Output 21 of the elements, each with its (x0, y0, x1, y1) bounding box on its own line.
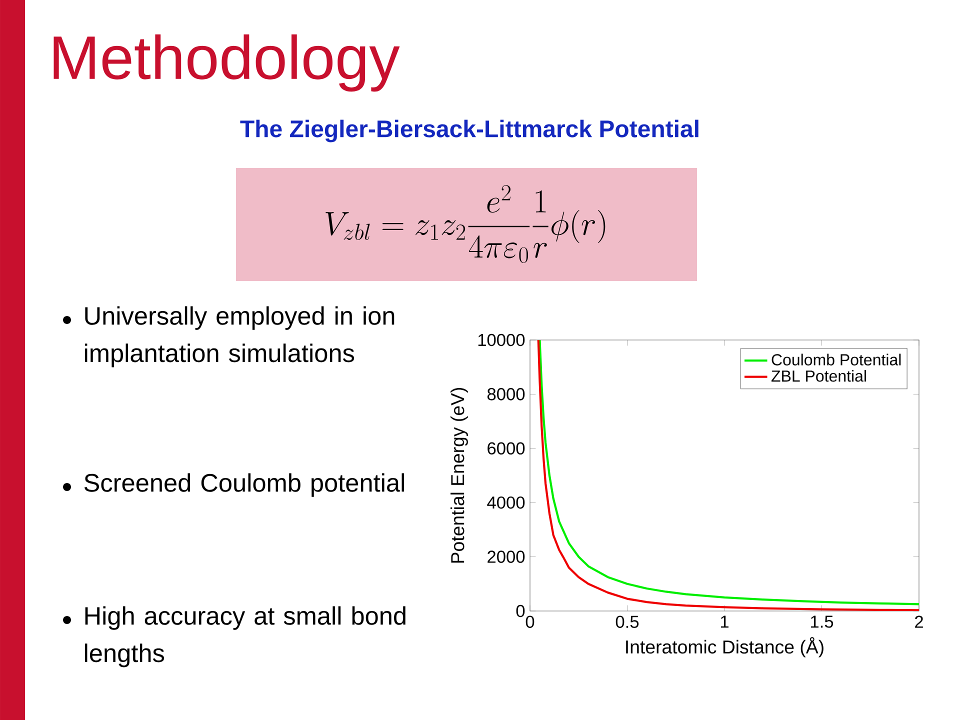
y-tick-label: 8000 (487, 388, 525, 400)
text: Screened Coulomb potential (84, 473, 404, 497)
text: High accuracy at small bond lengths (84, 606, 406, 668)
y-tick-label: 4000 (487, 496, 525, 509)
chart-subtitle: The Ziegler-Biersack-Littmarck Potential (240, 120, 698, 142)
x-axis-title: Interatomic Distance (Å) (626, 637, 824, 658)
y-tick-label: 0 (516, 604, 525, 618)
x-tick-label: 1.5 (811, 616, 834, 628)
y-axis-title: Potential Energy (eV) (450, 388, 468, 563)
x-tick-label: 0 (526, 616, 534, 628)
x-tick-label: 0.5 (616, 616, 639, 628)
text: $V_{zbl} = z_1 z_2 \frac{e^2}{4\pi\varepsilon_0}\frac{1}{r}\phi(r)$ (326, 185, 606, 263)
y-tick-label: 2000 (488, 550, 525, 563)
x-tick-label: 1 (721, 616, 728, 628)
x-tick-label: 2 (915, 616, 923, 628)
y-tick-label: 10000 (478, 334, 525, 346)
legend-label: ZBL Potential (771, 370, 866, 382)
y-tick-label: 6000 (488, 442, 525, 455)
chart-title: Methodology (54, 34, 400, 92)
legend-label: Coulomb Potential (772, 354, 901, 366)
text: Universally employed in ion implantation simulations (84, 306, 394, 368)
